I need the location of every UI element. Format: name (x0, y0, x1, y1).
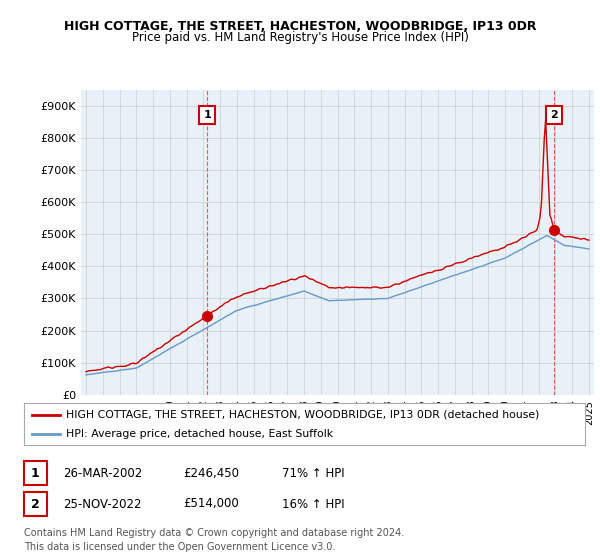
Text: HPI: Average price, detached house, East Suffolk: HPI: Average price, detached house, East… (66, 429, 333, 439)
Text: 1: 1 (31, 466, 40, 480)
Text: 16% ↑ HPI: 16% ↑ HPI (282, 497, 344, 511)
Text: Price paid vs. HM Land Registry's House Price Index (HPI): Price paid vs. HM Land Registry's House … (131, 31, 469, 44)
Text: 71% ↑ HPI: 71% ↑ HPI (282, 466, 344, 480)
Text: £514,000: £514,000 (183, 497, 239, 511)
Text: 25-NOV-2022: 25-NOV-2022 (63, 497, 142, 511)
Text: 2: 2 (550, 110, 557, 120)
Text: Contains HM Land Registry data © Crown copyright and database right 2024.: Contains HM Land Registry data © Crown c… (24, 528, 404, 538)
Text: 26-MAR-2002: 26-MAR-2002 (63, 466, 142, 480)
Text: 1: 1 (203, 110, 211, 120)
Text: 2: 2 (31, 497, 40, 511)
Text: £246,450: £246,450 (183, 466, 239, 480)
Text: This data is licensed under the Open Government Licence v3.0.: This data is licensed under the Open Gov… (24, 542, 335, 552)
Text: HIGH COTTAGE, THE STREET, HACHESTON, WOODBRIDGE, IP13 0DR: HIGH COTTAGE, THE STREET, HACHESTON, WOO… (64, 20, 536, 32)
Text: HIGH COTTAGE, THE STREET, HACHESTON, WOODBRIDGE, IP13 0DR (detached house): HIGH COTTAGE, THE STREET, HACHESTON, WOO… (66, 409, 539, 419)
